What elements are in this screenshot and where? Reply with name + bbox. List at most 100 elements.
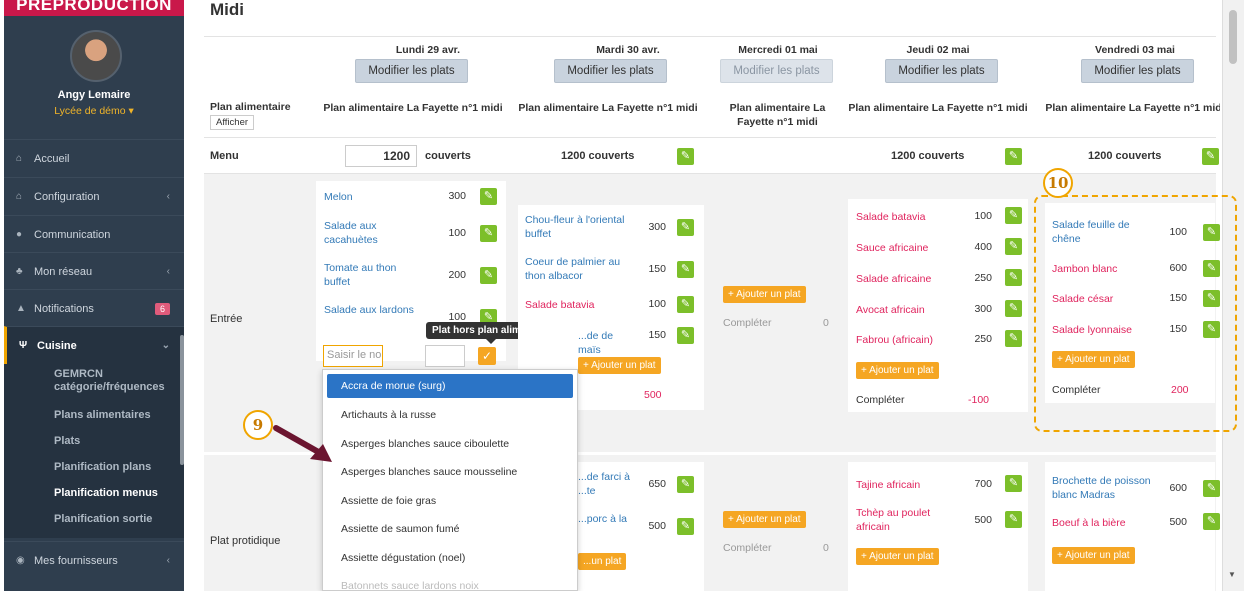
dish-name[interactable]: Salade césar	[1052, 293, 1114, 305]
dish-name[interactable]: Tomate au thon buffet	[324, 262, 397, 288]
dish-name[interactable]: Jambon blanc	[1052, 263, 1118, 275]
edit-icon[interactable]: ✎	[1203, 513, 1220, 530]
dish-name[interactable]: ...de farci à ...te	[578, 471, 630, 497]
dropdown-option[interactable]: Batonnets sauce lardons noix	[341, 580, 479, 591]
page-scrollbar[interactable]	[1222, 0, 1244, 591]
sidebar-subitem-planification-menus[interactable]: Planification menus	[4, 480, 184, 506]
dish-name[interactable]: Tajine africain	[856, 479, 921, 491]
modify-dishes-button-lundi[interactable]: Modifier les plats	[355, 59, 468, 83]
scroll-down-arrow-icon[interactable]: ▼	[1228, 570, 1236, 579]
edit-icon[interactable]: ✎	[1005, 330, 1022, 347]
add-dish-button-jeudi[interactable]: + Ajouter un plat	[856, 362, 939, 379]
sidebar-subitem-planification-sortie[interactable]: Planification sortie	[4, 506, 184, 538]
edit-icon[interactable]: ✎	[1005, 238, 1022, 255]
sidebar-item-cuisine[interactable]: Ψ Cuisine ⌄	[4, 326, 184, 364]
edit-icon[interactable]: ✎	[677, 261, 694, 278]
sidebar-scrollbar[interactable]	[180, 335, 184, 465]
dish-autocomplete-dropdown: Accra de morue (surg) Artichauts à la ru…	[322, 369, 578, 591]
afficher-button[interactable]: Afficher	[210, 115, 255, 130]
dish-qty-input[interactable]	[425, 345, 465, 367]
sidebar-item-accueil[interactable]: ⌂ Accueil	[4, 139, 184, 177]
edit-icon[interactable]: ✎	[677, 219, 694, 236]
dish-name[interactable]: Fabrou (africain)	[856, 334, 934, 346]
dropdown-option[interactable]: Accra de morue (surg)	[327, 374, 573, 398]
edit-icon[interactable]: ✎	[1005, 511, 1022, 528]
edit-icon[interactable]: ✎	[1005, 300, 1022, 317]
dish-qty: 100	[974, 210, 992, 222]
edit-icon[interactable]: ✎	[677, 476, 694, 493]
dropdown-option[interactable]: Assiette dégustation (noel)	[341, 551, 466, 564]
dish-name[interactable]: Coeur de palmier au thon albacor	[525, 256, 621, 282]
sidebar-subitem-plats[interactable]: Plats	[4, 428, 184, 454]
sidebar-subitem-gemrcn[interactable]: GEMRCN catégorie/fréquences	[4, 364, 184, 402]
add-dish-button-mercredi-plat[interactable]: + Ajouter un plat	[723, 511, 806, 528]
dish-name[interactable]: Salade africaine	[856, 273, 932, 285]
sidebar-item-mon-reseau[interactable]: ♣ Mon réseau ‹	[4, 252, 184, 290]
edit-icon[interactable]: ✎	[677, 148, 694, 165]
dropdown-option[interactable]: Artichauts à la russe	[341, 409, 437, 421]
dish-name[interactable]: Sauce africaine	[856, 242, 929, 254]
modify-dishes-button-mercredi[interactable]: Modifier les plats	[720, 59, 833, 83]
sidebar-subitem-planification-plans[interactable]: Planification plans	[4, 454, 184, 480]
dish-name[interactable]: Salade batavia	[525, 299, 595, 311]
dish-name[interactable]: Avocat africain	[856, 304, 925, 316]
add-dish-button-mardi-plat[interactable]: ...un plat	[578, 553, 627, 570]
school-selector[interactable]: Lycée de démo ▾	[54, 105, 134, 117]
dish-name[interactable]: ...de de maïs	[578, 330, 614, 356]
edit-icon[interactable]: ✎	[677, 296, 694, 313]
avatar[interactable]	[70, 30, 122, 82]
dropdown-option[interactable]: Assiette de saumon fumé	[341, 523, 460, 535]
modify-dishes-button-vendredi[interactable]: Modifier les plats	[1081, 59, 1194, 83]
plan-name-mercredi: Plan alimentaire La Fayette n°1 midi	[729, 102, 826, 128]
edit-icon[interactable]: ✎	[1005, 475, 1022, 492]
edit-icon[interactable]: ✎	[480, 188, 497, 205]
sidebar-item-mes-fournisseurs[interactable]: ◉ Mes fournisseurs ‹	[4, 541, 184, 579]
edit-icon[interactable]: ✎	[1005, 148, 1022, 165]
modify-dishes-button-mardi[interactable]: Modifier les plats	[554, 59, 667, 83]
edit-icon[interactable]: ✎	[1202, 148, 1219, 165]
dish-name[interactable]: Tchèp au poulet africain	[856, 507, 931, 533]
modify-dishes-button-jeudi[interactable]: Modifier les plats	[885, 59, 998, 83]
edit-icon[interactable]: ✎	[677, 518, 694, 535]
edit-icon[interactable]: ✎	[1203, 224, 1220, 241]
add-dish-button-vendredi[interactable]: + Ajouter un plat	[1052, 351, 1135, 368]
sidebar-item-notifications[interactable]: ▲ Notifications 6	[4, 289, 184, 327]
add-dish-button-mardi[interactable]: + Ajouter un plat	[578, 357, 661, 374]
dish-name[interactable]: Melon	[324, 191, 353, 203]
dish-name[interactable]: Salade aux lardons	[324, 304, 414, 316]
sidebar-item-configuration[interactable]: ⌂ Configuration ‹	[4, 177, 184, 215]
edit-icon[interactable]: ✎	[1203, 480, 1220, 497]
sidebar-item-communication[interactable]: ● Communication	[4, 215, 184, 253]
edit-icon[interactable]: ✎	[1005, 269, 1022, 286]
check-icon[interactable]: ✓	[478, 347, 496, 365]
sidebar-subitem-plans-alimentaires[interactable]: Plans alimentaires	[4, 402, 184, 428]
dish-name[interactable]: Salade aux cacahuètes	[324, 220, 378, 246]
add-dish-button-jeudi-plat[interactable]: + Ajouter un plat	[856, 548, 939, 565]
edit-icon[interactable]: ✎	[1203, 260, 1220, 277]
edit-icon[interactable]: ✎	[677, 327, 694, 344]
dish-name[interactable]: Salade feuille de chêne	[1052, 219, 1130, 245]
dish-name[interactable]: Boeuf à la bière	[1052, 517, 1126, 529]
dish-qty: 150	[1169, 292, 1187, 304]
dropdown-option[interactable]: Assiette de foie gras	[341, 494, 437, 507]
dish-name[interactable]: Brochette de poisson blanc Madras	[1052, 475, 1151, 501]
add-dish-button-vendredi-plat[interactable]: + Ajouter un plat	[1052, 547, 1135, 564]
edit-icon[interactable]: ✎	[1005, 207, 1022, 224]
dish-name-input[interactable]: Saisir le nom du	[323, 345, 383, 367]
edit-icon[interactable]: ✎	[1203, 290, 1220, 307]
scrollbar-thumb[interactable]	[1229, 10, 1237, 64]
dropdown-option[interactable]: Asperges blanches sauce mousseline	[341, 466, 518, 478]
dish-qty: 150	[648, 329, 666, 341]
dish-name[interactable]: Salade lyonnaise	[1052, 324, 1132, 336]
dropdown-option[interactable]: Asperges blanches sauce ciboulette	[341, 437, 510, 450]
dish-name[interactable]: Chou-fleur à l'oriental buffet	[525, 214, 625, 240]
network-icon: ♣	[16, 266, 23, 277]
edit-icon[interactable]: ✎	[480, 309, 497, 326]
couverts-input[interactable]: 1200	[345, 145, 417, 167]
edit-icon[interactable]: ✎	[1203, 321, 1220, 338]
edit-icon[interactable]: ✎	[480, 225, 497, 242]
dish-name[interactable]: ...porc à la	[578, 513, 628, 525]
edit-icon[interactable]: ✎	[480, 267, 497, 284]
dish-name[interactable]: Salade batavia	[856, 211, 926, 223]
add-dish-button-mercredi[interactable]: + Ajouter un plat	[723, 286, 806, 303]
